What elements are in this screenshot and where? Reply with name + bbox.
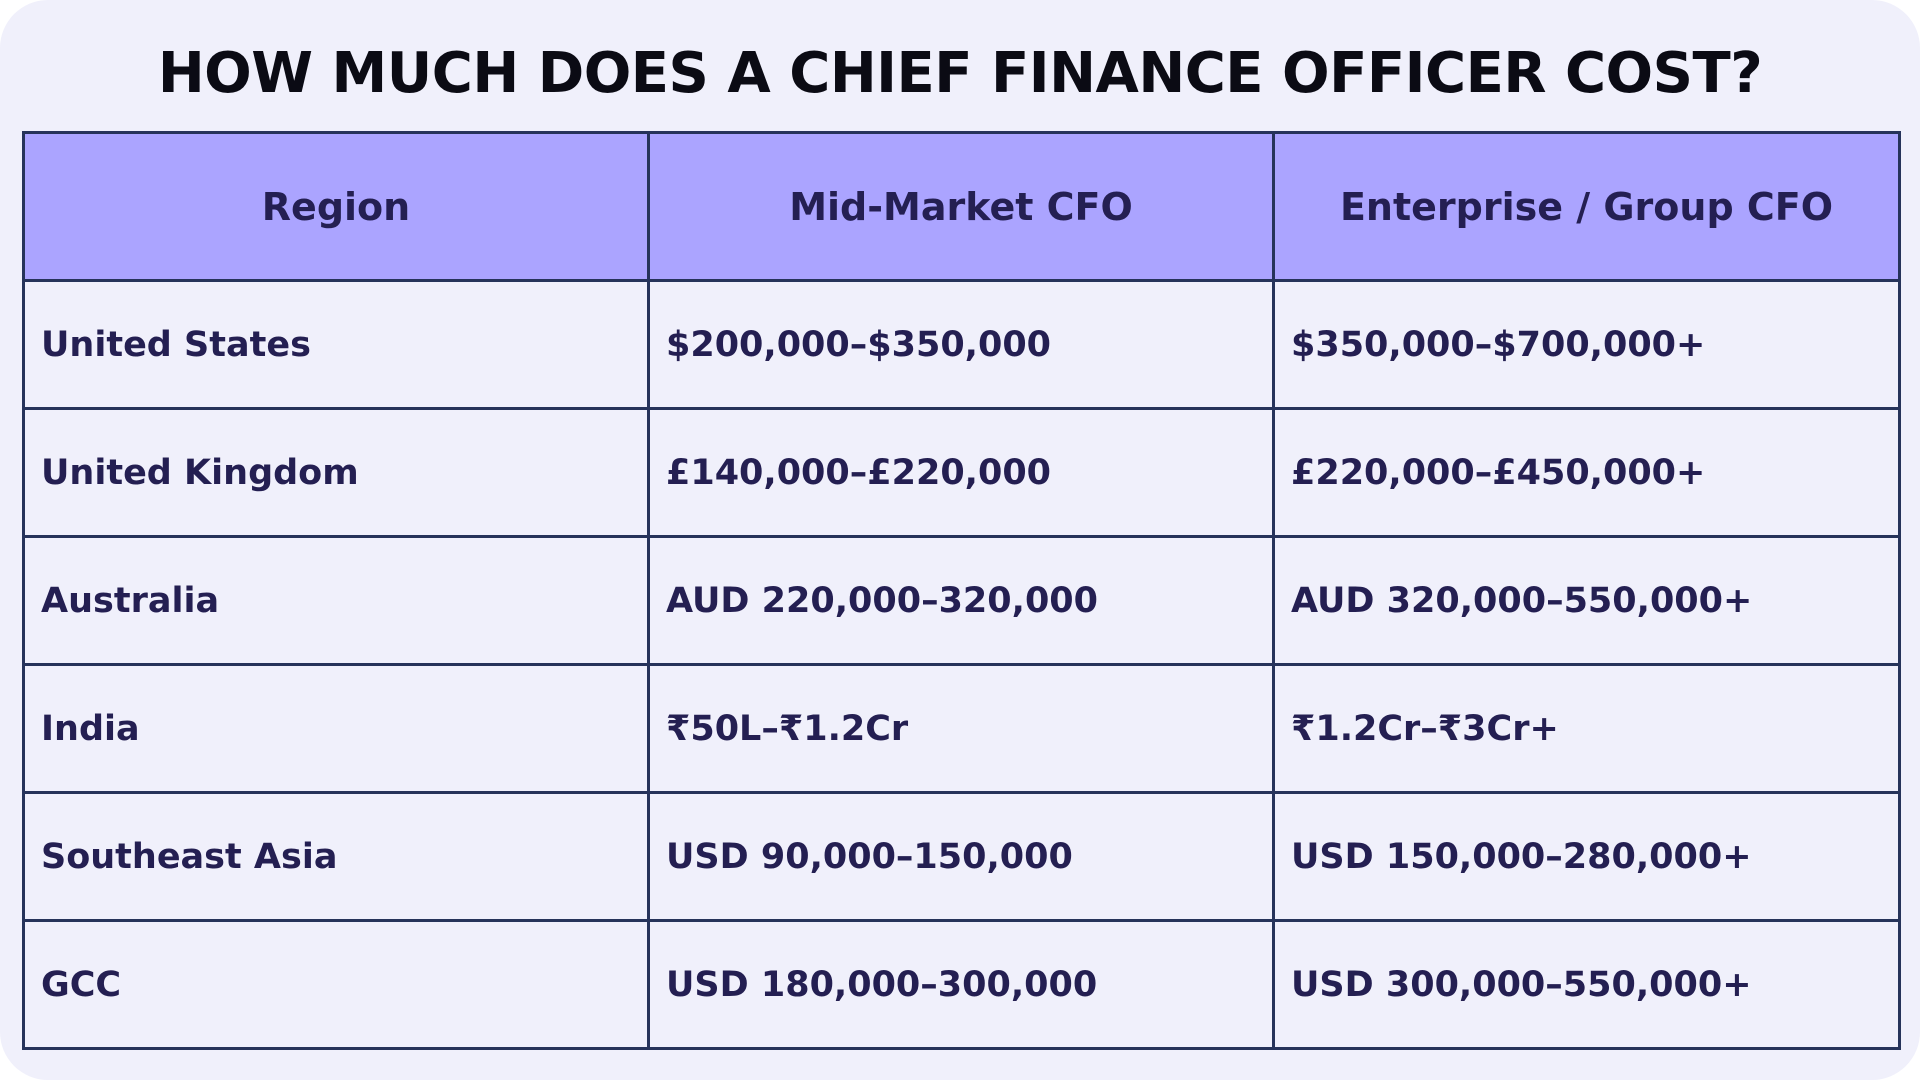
enterprise-cost-cell: ₹1.2Cr–₹3Cr+ [1272,663,1901,794]
region-cell: Southeast Asia [22,791,650,922]
mid-market-cost-cell: USD 180,000–300,000 [647,919,1275,1050]
region-cell: GCC [22,919,650,1050]
table-row: Australia AUD 220,000–320,000 AUD 320,00… [22,535,1901,666]
cfo-cost-table: Region Mid-Market CFO Enterprise / Group… [22,131,1901,1050]
region-cell: United States [22,279,650,410]
region-cell: Australia [22,535,650,666]
table-row: Southeast Asia USD 90,000–150,000 USD 15… [22,791,1901,922]
page-title: HOW MUCH DOES A CHIEF FINANCE OFFICER CO… [157,41,1763,106]
table-row: India ₹50L–₹1.2Cr ₹1.2Cr–₹3Cr+ [22,663,1901,794]
enterprise-cost-cell: USD 300,000–550,000+ [1272,919,1901,1050]
column-header-mid-market-cfo: Mid-Market CFO [647,131,1275,282]
enterprise-cost-cell: $350,000–$700,000+ [1272,279,1901,410]
table-row: United Kingdom £140,000–£220,000 £220,00… [22,407,1901,538]
region-cell: United Kingdom [22,407,650,538]
enterprise-cost-cell: USD 150,000–280,000+ [1272,791,1901,922]
enterprise-cost-cell: AUD 320,000–550,000+ [1272,535,1901,666]
mid-market-cost-cell: AUD 220,000–320,000 [647,535,1275,666]
enterprise-cost-cell: £220,000–£450,000+ [1272,407,1901,538]
table-row: United States $200,000–$350,000 $350,000… [22,279,1901,410]
mid-market-cost-cell: USD 90,000–150,000 [647,791,1275,922]
column-header-region: Region [22,131,650,282]
region-cell: India [22,663,650,794]
mid-market-cost-cell: $200,000–$350,000 [647,279,1275,410]
table-row: GCC USD 180,000–300,000 USD 300,000–550,… [22,919,1901,1050]
table-header-row: Region Mid-Market CFO Enterprise / Group… [22,131,1901,282]
column-header-enterprise-group-cfo: Enterprise / Group CFO [1272,131,1901,282]
mid-market-cost-cell: £140,000–£220,000 [647,407,1275,538]
mid-market-cost-cell: ₹50L–₹1.2Cr [647,663,1275,794]
